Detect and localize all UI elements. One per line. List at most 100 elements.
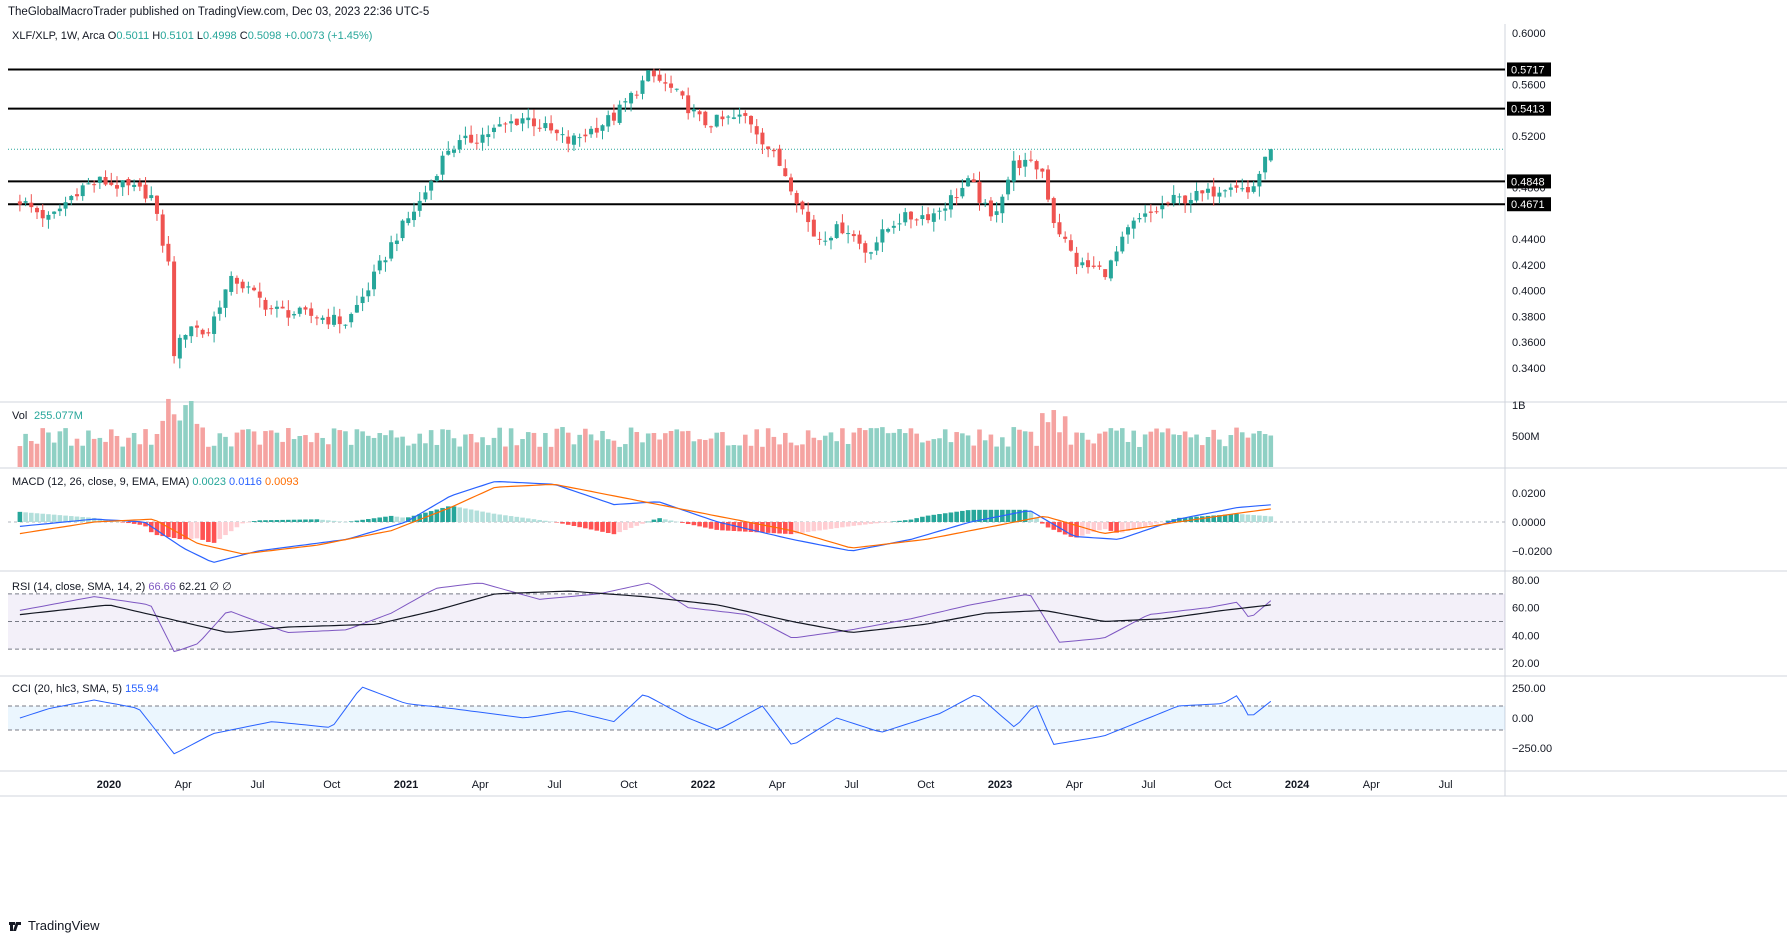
candle-body[interactable] (274, 306, 279, 309)
candle-body[interactable] (320, 317, 325, 320)
candle-body[interactable] (29, 202, 34, 208)
candle-body[interactable] (868, 252, 873, 254)
candle-body[interactable] (326, 316, 331, 325)
candle-body[interactable] (103, 177, 108, 185)
candle-body[interactable] (360, 296, 365, 304)
candle-body[interactable] (183, 334, 188, 340)
candle-body[interactable] (737, 114, 742, 117)
candle-body[interactable] (937, 210, 942, 212)
candle-body[interactable] (246, 286, 251, 288)
candle-body[interactable] (520, 118, 525, 124)
candle-body[interactable] (1051, 198, 1056, 224)
candle-body[interactable] (851, 234, 856, 237)
candle-body[interactable] (1148, 211, 1153, 213)
candle-body[interactable] (423, 192, 428, 200)
candle-body[interactable] (623, 101, 628, 103)
candle-body[interactable] (554, 129, 559, 134)
candle-body[interactable] (372, 271, 377, 290)
candle-body[interactable] (1000, 196, 1005, 214)
candle-body[interactable] (783, 168, 788, 177)
candle-body[interactable] (1108, 260, 1113, 279)
candle-body[interactable] (440, 155, 445, 175)
candle-body[interactable] (177, 337, 182, 359)
candle-body[interactable] (589, 128, 594, 135)
candle-body[interactable] (446, 150, 451, 155)
candle-body[interactable] (86, 183, 91, 185)
candle-body[interactable] (703, 111, 708, 126)
candle-body[interactable] (217, 307, 222, 314)
candle-body[interactable] (891, 225, 896, 228)
candle-body[interactable] (828, 237, 833, 241)
candle-body[interactable] (1028, 159, 1033, 161)
candle-body[interactable] (526, 117, 531, 121)
candle-body[interactable] (303, 307, 308, 310)
candle-body[interactable] (389, 242, 394, 259)
candle-body[interactable] (1131, 220, 1136, 229)
candle-body[interactable] (1228, 187, 1233, 190)
candle-body[interactable] (451, 149, 456, 153)
candle-body[interactable] (309, 308, 314, 316)
candle-body[interactable] (394, 240, 399, 244)
candle-body[interactable] (709, 126, 714, 128)
candle-body[interactable] (337, 316, 342, 325)
candle-body[interactable] (120, 180, 125, 188)
candle-body[interactable] (240, 281, 245, 289)
candle-body[interactable] (629, 92, 634, 104)
candle-body[interactable] (537, 127, 542, 129)
candle-body[interactable] (1011, 160, 1016, 182)
candle-body[interactable] (292, 314, 297, 316)
candle-body[interactable] (17, 201, 22, 205)
candle-body[interactable] (840, 222, 845, 234)
candle-body[interactable] (1040, 168, 1045, 172)
candle-body[interactable] (172, 261, 177, 357)
candle-body[interactable] (657, 74, 662, 81)
candle-body[interactable] (343, 324, 348, 326)
candle-body[interactable] (1080, 262, 1085, 266)
candle-body[interactable] (52, 211, 57, 214)
candle-body[interactable] (1177, 196, 1182, 198)
candle-body[interactable] (314, 317, 319, 319)
candle-body[interactable] (971, 179, 976, 182)
candle-body[interactable] (1097, 265, 1102, 267)
candle-body[interactable] (714, 114, 719, 127)
candle-body[interactable] (149, 195, 154, 199)
candle-body[interactable] (771, 149, 776, 152)
candle-body[interactable] (663, 82, 668, 84)
candle-body[interactable] (1217, 192, 1222, 197)
candle-body[interactable] (1068, 240, 1073, 251)
candle-body[interactable] (960, 187, 965, 197)
candle-body[interactable] (857, 234, 862, 244)
candle-body[interactable] (1251, 186, 1256, 192)
candle-body[interactable] (760, 132, 765, 145)
candle-body[interactable] (1234, 185, 1239, 188)
candle-body[interactable] (834, 224, 839, 238)
candle-body[interactable] (1183, 195, 1188, 204)
candle-body[interactable] (897, 223, 902, 225)
candle-body[interactable] (977, 181, 982, 203)
candle-body[interactable] (297, 307, 302, 314)
candle-body[interactable] (1245, 187, 1250, 193)
candle-body[interactable] (114, 185, 119, 189)
candle-body[interactable] (69, 196, 74, 201)
candle-body[interactable] (412, 211, 417, 221)
candle-body[interactable] (212, 316, 217, 334)
candle-body[interactable] (863, 243, 868, 253)
candle-body[interactable] (914, 219, 919, 221)
candle-body[interactable] (35, 207, 40, 213)
candle-body[interactable] (1268, 149, 1273, 161)
candle-body[interactable] (749, 115, 754, 125)
candle-body[interactable] (691, 109, 696, 112)
candle-body[interactable] (966, 178, 971, 187)
candle-body[interactable] (594, 127, 599, 133)
candle-body[interactable] (817, 238, 822, 240)
candle-body[interactable] (634, 94, 639, 96)
candle-body[interactable] (1091, 265, 1096, 267)
candle-body[interactable] (794, 193, 799, 204)
candle-body[interactable] (480, 134, 485, 143)
candle-body[interactable] (434, 176, 439, 182)
candle-body[interactable] (469, 134, 474, 143)
candle-body[interactable] (874, 242, 879, 251)
candle-body[interactable] (1023, 159, 1028, 167)
candle-body[interactable] (126, 178, 131, 186)
